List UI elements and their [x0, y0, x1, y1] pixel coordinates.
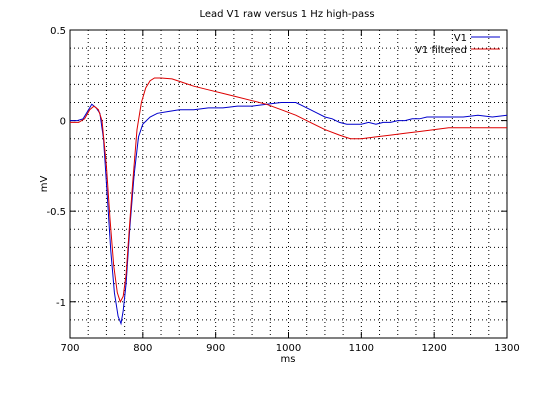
x-tick-label: 700 [60, 343, 79, 354]
plot-frame [69, 29, 508, 339]
y-tick-label: -0.5 [46, 207, 66, 218]
series-line-v1 [70, 102, 508, 326]
x-tick-label: 1000 [276, 343, 301, 354]
legend-label: V1 filtered [415, 45, 467, 56]
x-axis-label: ms [281, 354, 296, 365]
y-axis-label: mV [39, 176, 50, 193]
axis-ticks: 700 800 900 1000 1100 1200 1300 0.5 0 -0.5 -1 [46, 26, 519, 354]
chart-title: Lead V1 raw versus 1 Hz high-pass [199, 9, 374, 20]
x-tick-label: 1300 [494, 343, 519, 354]
y-tick-label: 0.5 [50, 26, 66, 37]
grid [70, 30, 507, 338]
series-line-v1-filtered [70, 77, 507, 304]
y-tick-label: 0 [60, 117, 66, 128]
x-tick-label: 1200 [421, 343, 446, 354]
x-tick-label: 800 [133, 343, 152, 354]
series-layer [70, 77, 508, 326]
x-tick-label: 900 [206, 343, 225, 354]
legend-label: V1 [454, 33, 467, 44]
y-tick-label: -1 [56, 298, 66, 309]
x-tick-label: 1100 [349, 343, 374, 354]
